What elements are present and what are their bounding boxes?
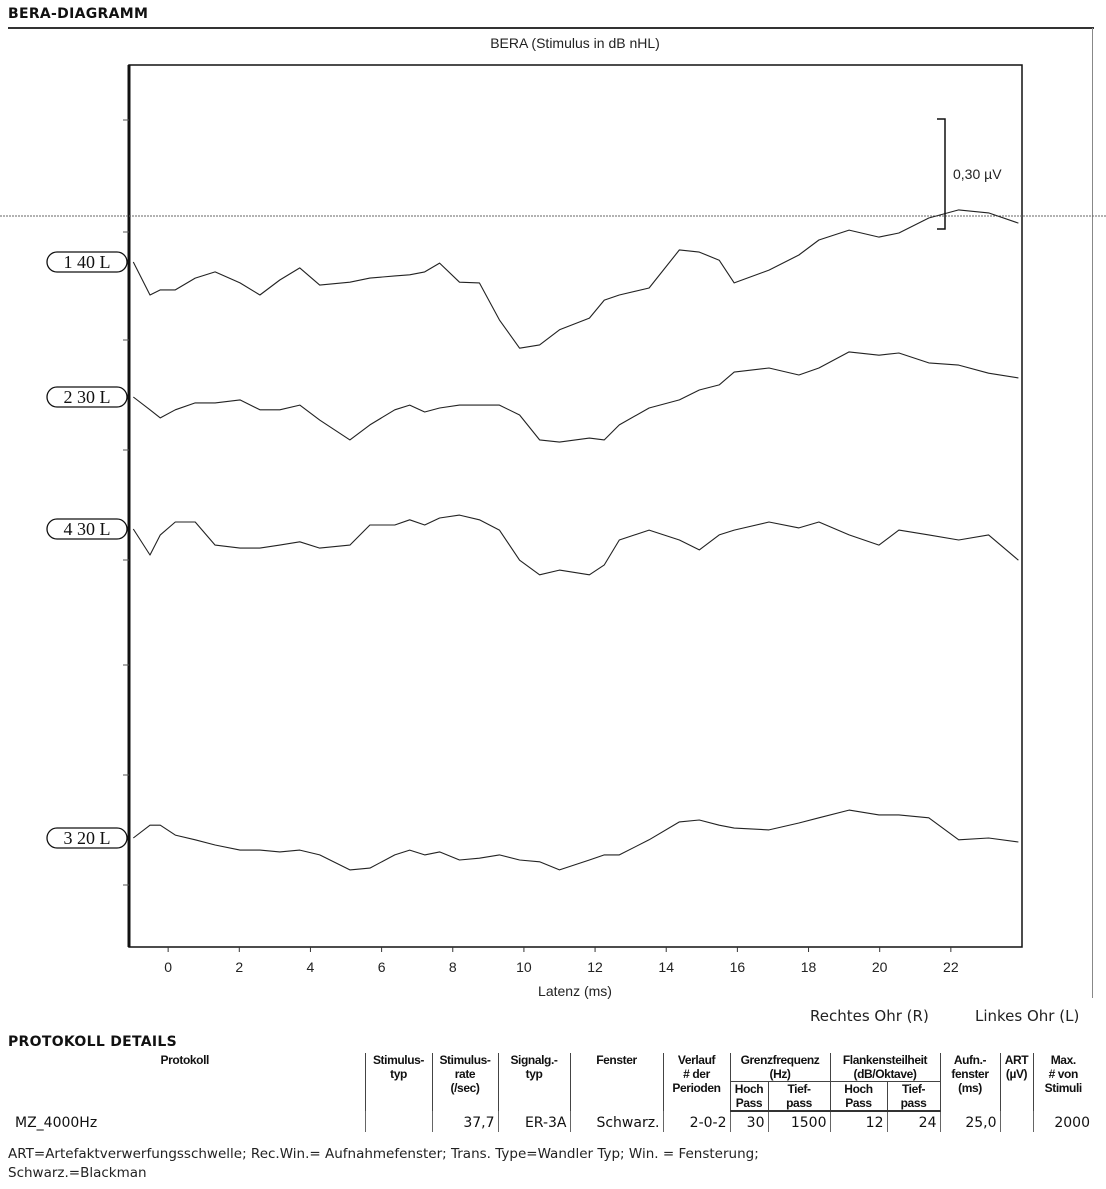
- scale-bar: [937, 118, 946, 230]
- trace-label: 1 40 L: [64, 252, 111, 272]
- legend-left-ear: Linkes Ohr (L): [975, 1007, 1080, 1025]
- section-divider: [8, 27, 1094, 29]
- header-fenster: Fenster: [569, 1053, 663, 1111]
- x-tick-label: 6: [378, 959, 386, 975]
- protocol-table: Protokoll Stimulus-typ Stimulus-rate (/se…: [5, 1053, 1093, 1132]
- x-tick-label: 4: [307, 959, 315, 975]
- header-flankensteilheit: Flankensteilheit (dB/Oktave): [829, 1053, 940, 1082]
- header-art: ART (µV): [999, 1053, 1033, 1111]
- cell-art: [999, 1111, 1033, 1132]
- trace-label: 4 30 L: [64, 519, 111, 539]
- cell-verlauf: 2-0-2: [662, 1111, 730, 1132]
- x-tick-label: 10: [516, 959, 532, 975]
- trace-label: 2 30 L: [64, 387, 111, 407]
- x-tick-label: 22: [943, 959, 959, 975]
- scale-bar-label: 0,30 µV: [953, 166, 1002, 182]
- cell-max: 2000: [1032, 1111, 1093, 1132]
- cell-signal-typ: ER-3A: [497, 1111, 570, 1132]
- cell-aufn: 25,0: [939, 1111, 1000, 1132]
- footnote-line-1: ART=Artefaktverwerfungsschwelle; Rec.Win…: [8, 1146, 759, 1162]
- chart-title: BERA (Stimulus in dB nHL): [490, 35, 660, 51]
- x-tick-label: 16: [730, 959, 746, 975]
- waveform-trace: [132, 209, 1019, 349]
- cell-stimulus-rate: 37,7: [431, 1111, 498, 1132]
- header-aufnahmefenster: Aufn.- fenster (ms): [939, 1053, 1000, 1111]
- header-grenzfrequenz: Grenzfrequenz (Hz): [729, 1053, 830, 1082]
- cell-gf-hoch: 30: [729, 1111, 768, 1132]
- cell-fenster: Schwarz.: [569, 1111, 663, 1132]
- section-title-bera-diagram: BERA-DIAGRAMM: [8, 6, 149, 22]
- cell-fs-hoch: 12: [829, 1111, 887, 1132]
- waveform-trace: [132, 809, 1019, 871]
- trace-label-badge: [46, 518, 128, 540]
- cell-stimulus-typ: [364, 1111, 432, 1132]
- header-stimulus-typ: Stimulus-typ: [364, 1053, 432, 1111]
- trace-label-badge: [46, 251, 128, 273]
- header-gf-tief-pass: Tief-pass: [767, 1081, 830, 1112]
- cell-fs-tief: 24: [886, 1111, 940, 1132]
- header-fs-tief-pass: Tief-pass: [886, 1081, 940, 1112]
- x-tick-label: 2: [235, 959, 243, 975]
- section-title-protocol: PROTOKOLL DETAILS: [8, 1034, 178, 1050]
- header-max-stimuli: Max. # von Stimuli: [1032, 1053, 1093, 1111]
- header-signal-typ: Signalg.- typ: [497, 1053, 570, 1111]
- x-tick-label: 8: [449, 959, 457, 975]
- waveform-trace: [132, 351, 1019, 443]
- header-gf-hoch-pass: Hoch Pass: [729, 1081, 768, 1112]
- header-stimulus-rate: Stimulus-rate (/sec): [431, 1053, 498, 1111]
- header-protokoll: Protokoll: [160, 1053, 210, 1067]
- x-tick-label: 20: [872, 959, 888, 975]
- table-row: MZ_4000Hz 37,7 ER-3A Schwarz. 2-0-2 30 1…: [5, 1111, 1093, 1132]
- cell-protokoll: MZ_4000Hz: [15, 1114, 98, 1131]
- header-fs-hoch-pass: Hoch Pass: [829, 1081, 887, 1112]
- waveform-trace: [132, 514, 1019, 576]
- bera-chart: BERA (Stimulus in dB nHL) 0 2 4 6 8 10 12 14 16 1…: [0, 35, 1106, 999]
- header-verlauf: Verlauf # der Perioden: [662, 1053, 730, 1111]
- cell-gf-tief: 1500: [767, 1111, 830, 1132]
- trace-label-badge: [46, 386, 128, 408]
- x-axis-label: Latenz (ms): [538, 983, 612, 999]
- trace-label: 3 20 L: [64, 828, 111, 848]
- x-tick-label: 0: [164, 959, 172, 975]
- chart-frame-border: [1092, 28, 1093, 998]
- trace-label-badge: [46, 827, 128, 849]
- x-tick-label: 18: [801, 959, 817, 975]
- legend-right-ear: Rechtes Ohr (R): [810, 1007, 929, 1025]
- footnote-line-2: Schwarz.=Blackman: [8, 1165, 147, 1181]
- x-tick-label: 14: [658, 959, 674, 975]
- x-tick-label: 12: [587, 959, 603, 975]
